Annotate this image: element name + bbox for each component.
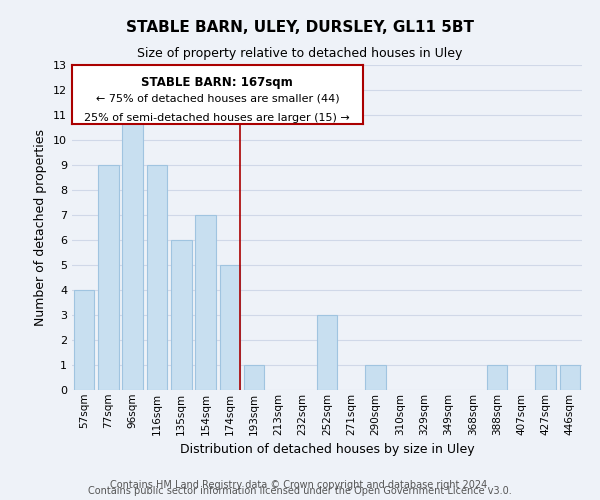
Bar <box>244 365 265 390</box>
Bar <box>74 290 94 390</box>
Bar <box>220 265 240 390</box>
Bar <box>487 365 508 390</box>
Bar <box>171 240 191 390</box>
Bar <box>317 315 337 390</box>
Text: STABLE BARN, ULEY, DURSLEY, GL11 5BT: STABLE BARN, ULEY, DURSLEY, GL11 5BT <box>126 20 474 35</box>
Bar <box>122 115 143 390</box>
X-axis label: Distribution of detached houses by size in Uley: Distribution of detached houses by size … <box>179 443 475 456</box>
Bar <box>146 165 167 390</box>
Bar <box>560 365 580 390</box>
Text: Size of property relative to detached houses in Uley: Size of property relative to detached ho… <box>137 48 463 60</box>
Bar <box>195 215 216 390</box>
Y-axis label: Number of detached properties: Number of detached properties <box>34 129 47 326</box>
Bar <box>535 365 556 390</box>
Text: Contains public sector information licensed under the Open Government Licence v3: Contains public sector information licen… <box>88 486 512 496</box>
Bar <box>365 365 386 390</box>
Bar <box>98 165 119 390</box>
Text: Contains HM Land Registry data © Crown copyright and database right 2024.: Contains HM Land Registry data © Crown c… <box>110 480 490 490</box>
